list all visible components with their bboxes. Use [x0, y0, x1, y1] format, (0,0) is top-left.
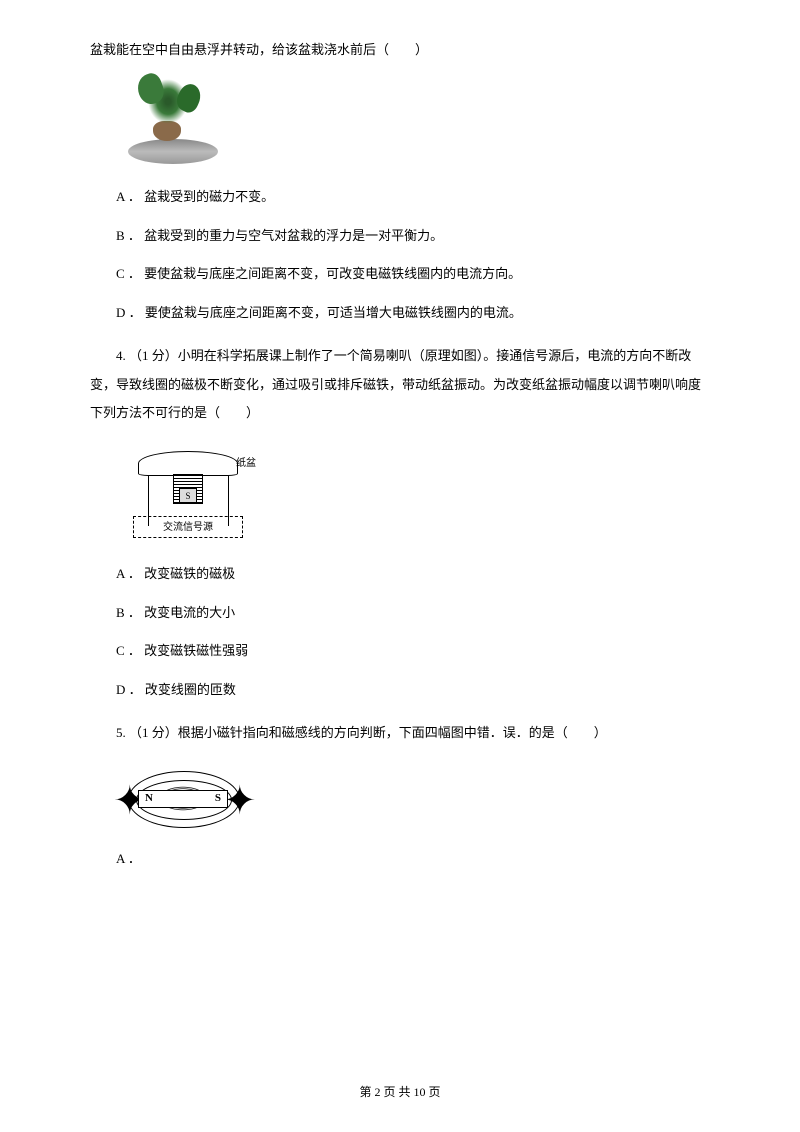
speaker-magnet-label: S — [179, 488, 197, 503]
q3-option-d: D ． 要使盆栽与底座之间距离不变，可适当增大电磁铁线圈内的电流。 — [90, 303, 710, 324]
speaker-source-label: 交流信号源 — [133, 516, 243, 538]
page-footer: 第 2 页 共 10 页 — [0, 1083, 800, 1102]
magnet-pole-s: S — [215, 790, 221, 808]
magnet-pole-n: N — [145, 790, 153, 808]
q4-option-d: D ． 改变线圈的匝数 — [90, 680, 710, 701]
q3-option-a: A ． 盆栽受到的磁力不变。 — [90, 187, 710, 208]
speaker-figure: 纸盆 S 交流信号源 — [118, 446, 710, 546]
q4-option-c: C ． 改变磁铁磁性强弱 — [90, 641, 710, 662]
intro-text: 盆栽能在空中自由悬浮并转动，给该盆栽浇水前后（ ） — [90, 40, 710, 61]
q3-option-c: C ． 要使盆栽与底座之间距离不变，可改变电磁铁线圈内的电流方向。 — [90, 264, 710, 285]
q4-option-a: A ． 改变磁铁的磁极 — [90, 564, 710, 585]
q5-stem: 5. （1 分）根据小磁针指向和磁感线的方向判断，下面四幅图中错．误．的是（ ） — [90, 719, 710, 748]
q4-option-b: B ． 改变电流的大小 — [90, 603, 710, 624]
magnet-figure: N S — [118, 766, 710, 831]
q5-option-a: A ． — [90, 849, 710, 870]
q4-stem: 4. （1 分）小明在科学拓展课上制作了一个简易喇叭（原理如图）。接通信号源后，… — [90, 342, 710, 428]
plant-figure — [118, 79, 710, 169]
q3-option-b: B ． 盆栽受到的重力与空气对盆栽的浮力是一对平衡力。 — [90, 226, 710, 247]
speaker-cone-label: 纸盆 — [236, 456, 256, 472]
